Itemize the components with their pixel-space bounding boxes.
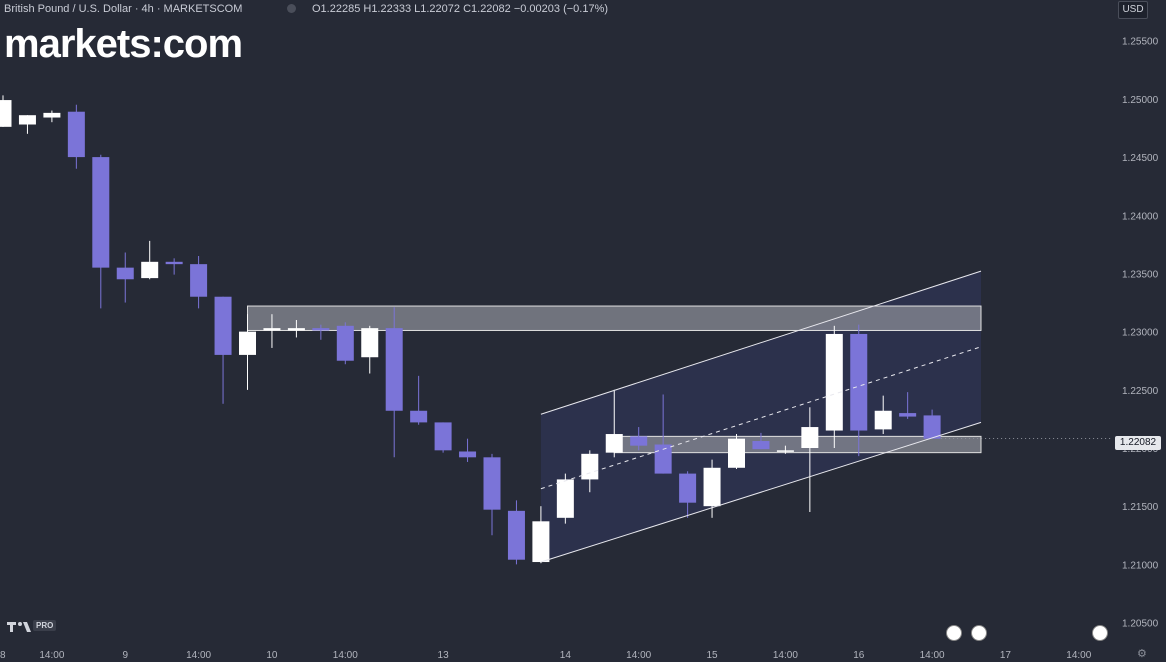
- y-tick-label: 1.24000: [1122, 211, 1159, 222]
- candle-body: [92, 157, 110, 268]
- x-tick-label: 8: [0, 650, 6, 661]
- candle-body: [654, 444, 672, 474]
- candle-body: [483, 457, 501, 510]
- candle-body: [899, 413, 917, 417]
- candle-body: [190, 264, 208, 297]
- y-tick-label: 1.20500: [1122, 619, 1159, 630]
- candle-body: [507, 510, 525, 560]
- y-tick-label: 1.24500: [1122, 153, 1159, 164]
- tv-pro-badge: PRO: [33, 620, 57, 631]
- candle-body: [43, 112, 61, 118]
- y-tick-label: 1.21500: [1122, 502, 1159, 513]
- symbol-title[interactable]: British Pound / U.S. Dollar · 4h · MARKE…: [4, 3, 243, 15]
- channel-lower-line: [540, 421, 982, 563]
- candle-body: [459, 451, 477, 458]
- resistance-zone-1: [247, 305, 982, 331]
- x-tick-label: 14:00: [626, 650, 651, 661]
- candle-body: [801, 427, 819, 448]
- candle-body: [434, 422, 452, 451]
- candle-body: [0, 100, 12, 127]
- candle-body: [312, 328, 330, 331]
- y-tick-label: 1.21000: [1122, 560, 1159, 571]
- y-tick-label: 1.22500: [1122, 386, 1159, 397]
- candle-body: [679, 473, 697, 503]
- candle-body: [214, 296, 232, 355]
- x-tick-label: 14:00: [186, 650, 211, 661]
- candle-body: [141, 261, 159, 279]
- uk-flag-icon[interactable]: [946, 625, 962, 641]
- y-tick-label: 1.23500: [1122, 269, 1159, 280]
- candle-body: [385, 328, 403, 411]
- candle-body: [630, 436, 648, 446]
- candle-body: [556, 479, 574, 518]
- x-tick-label: 10: [266, 650, 278, 661]
- candle-body: [728, 438, 745, 468]
- candle-body: [165, 261, 183, 265]
- brand-logo: markets:com: [4, 22, 243, 66]
- candle-body: [850, 333, 868, 431]
- channel-upper-line: [540, 270, 982, 415]
- candle-body: [263, 328, 281, 331]
- candle-body: [67, 111, 85, 158]
- candle-body: [410, 410, 428, 423]
- x-tick-label: 14: [560, 650, 572, 661]
- x-tick-label: 17: [1000, 650, 1012, 661]
- channel-fill: [540, 271, 981, 563]
- market-status-icon: [287, 4, 296, 13]
- tradingview-logo-icon[interactable]: [6, 620, 64, 633]
- candle-body: [923, 415, 941, 439]
- last-price-label: 1.22082: [1115, 436, 1161, 450]
- x-tick-label: 14:00: [1066, 650, 1091, 661]
- candle-body: [874, 410, 892, 430]
- candle-body: [532, 521, 550, 563]
- x-tick-label: 14:00: [773, 650, 798, 661]
- candle-body: [336, 325, 354, 361]
- x-tick-label: 9: [122, 650, 128, 661]
- x-tick-label: 14:00: [920, 650, 945, 661]
- chart-header: British Pound / U.S. Dollar · 4h · MARKE…: [0, 0, 1110, 18]
- candle-body: [361, 328, 379, 358]
- us-flag-icon[interactable]: [971, 625, 987, 641]
- x-tick-label: 15: [706, 650, 718, 661]
- x-tick-label: 13: [438, 650, 450, 661]
- candle-body: [703, 467, 721, 507]
- candle-body: [287, 328, 305, 331]
- channel-middle-line: [540, 346, 982, 490]
- candle-body: [776, 450, 794, 452]
- x-tick-label: 14:00: [39, 650, 64, 661]
- currency-selector[interactable]: USD: [1118, 1, 1148, 19]
- candle-body: [18, 115, 36, 125]
- settings-gear-icon[interactable]: ⚙: [1137, 648, 1147, 660]
- ohlc-readout: O1.22285 H1.22333 L1.22072 C1.22082 −0.0…: [312, 3, 609, 15]
- candle-body: [605, 434, 623, 453]
- candle-body: [581, 453, 599, 480]
- candle-body: [239, 331, 256, 355]
- candle-body: [825, 333, 843, 431]
- uk-flag-icon[interactable]: [1092, 625, 1108, 641]
- y-tick-label: 1.25500: [1122, 37, 1159, 48]
- y-tick-label: 1.25000: [1122, 95, 1159, 106]
- x-tick-label: 16: [853, 650, 865, 661]
- candle-body: [116, 267, 134, 280]
- x-tick-label: 14:00: [333, 650, 358, 661]
- y-tick-label: 1.23000: [1122, 328, 1159, 339]
- candle-body: [752, 441, 770, 450]
